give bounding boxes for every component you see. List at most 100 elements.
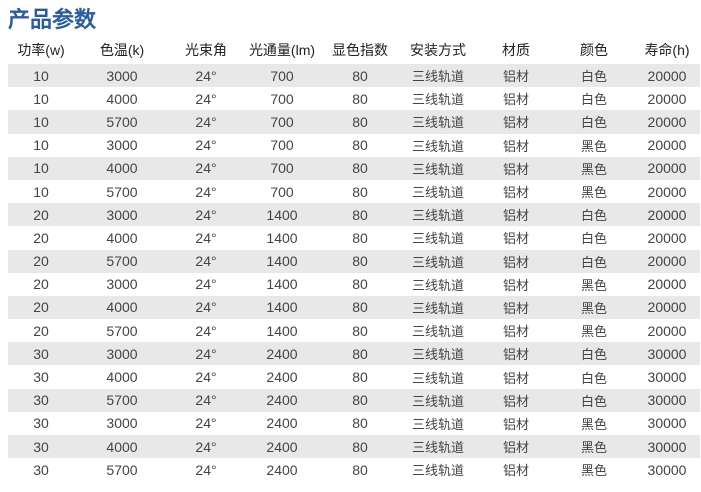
column-header: 光通量(lm): [248, 42, 316, 58]
table-cell: 三线轨道: [411, 231, 464, 247]
table-cell: 黑色: [580, 277, 607, 293]
table-cell: 1400: [266, 253, 298, 270]
table-cell: 黑色: [580, 300, 607, 316]
table-cell: 三线轨道: [411, 138, 464, 154]
table-cell: 10: [33, 137, 49, 154]
table-row: 30 5700 24° 2400 80 三线轨道 铝材 白色 30000: [8, 388, 700, 412]
table-cell: 铝材: [502, 92, 529, 108]
table-cell: 20: [33, 299, 49, 316]
table-cell: 80: [352, 229, 368, 246]
table-cell: 24°: [195, 183, 217, 200]
table-cell: 3000: [106, 276, 138, 293]
table-cell: 20000: [647, 229, 687, 246]
table-cell: 24°: [195, 67, 217, 84]
table-cell: 24°: [195, 229, 217, 246]
table-row: 30 4000 24° 2400 80 三线轨道 铝材 白色 30000: [8, 365, 700, 388]
table-cell: 三线轨道: [411, 161, 464, 177]
table-cell: 白色: [580, 347, 607, 363]
table-cell: 三线轨道: [411, 347, 464, 363]
table-cell: 三线轨道: [411, 208, 464, 224]
table-cell: 80: [352, 461, 368, 478]
table-cell: 4000: [106, 229, 138, 246]
table-cell: 20000: [647, 322, 687, 339]
table-cell: 铝材: [502, 370, 529, 386]
table-cell: 三线轨道: [411, 370, 464, 386]
table-cell: 三线轨道: [411, 69, 464, 85]
table-cell: 80: [352, 206, 368, 223]
table-cell: 2400: [266, 415, 298, 432]
column-header: 功率(w): [17, 42, 65, 58]
table-cell: 铝材: [502, 416, 529, 432]
table-cell: 1400: [266, 322, 298, 339]
table-cell: 24°: [195, 253, 217, 270]
table-cell: 30: [33, 369, 49, 386]
table-cell: 80: [352, 276, 368, 293]
table-cell: 铝材: [502, 138, 529, 154]
table-cell: 80: [352, 299, 368, 316]
table-cell: 3000: [106, 415, 138, 432]
table-cell: 三线轨道: [411, 277, 464, 293]
table-cell: 黑色: [580, 463, 607, 479]
table-cell: 三线轨道: [411, 115, 464, 131]
table-cell: 三线轨道: [411, 393, 464, 409]
table-cell: 白色: [580, 69, 607, 85]
table-cell: 铝材: [502, 324, 529, 340]
table-cell: 3000: [106, 206, 138, 223]
table-row: 30 3000 24° 2400 80 三线轨道 铝材 黑色 30000: [8, 412, 700, 435]
table-cell: 三线轨道: [411, 300, 464, 316]
table-cell: 白色: [580, 115, 607, 131]
table-cell: 铝材: [502, 231, 529, 247]
table-cell: 三线轨道: [411, 254, 464, 270]
table-cell: 铝材: [502, 440, 529, 456]
table-cell: 黑色: [580, 440, 607, 456]
table-cell: 20: [33, 276, 49, 293]
table-cell: 700: [270, 183, 294, 200]
table-cell: 24°: [195, 345, 217, 362]
table-cell: 24°: [195, 415, 217, 432]
table-cell: 700: [270, 113, 294, 130]
table-cell: 30000: [647, 369, 687, 386]
table-cell: 白色: [580, 231, 607, 247]
table-cell: 20000: [647, 137, 687, 154]
table-row: 10 5700 24° 700 80 三线轨道 铝材 黑色 20000: [8, 180, 700, 203]
page-title: 产品参数: [8, 7, 97, 32]
table-cell: 700: [270, 137, 294, 154]
table-cell: 24°: [195, 369, 217, 386]
table-cell: 20: [33, 322, 49, 339]
table-cell: 铝材: [502, 347, 529, 363]
table-cell: 铝材: [502, 115, 529, 131]
table-cell: 5700: [106, 461, 138, 478]
table-cell: 80: [352, 345, 368, 362]
table-cell: 700: [270, 67, 294, 84]
table-cell: 铝材: [502, 463, 529, 479]
table-cell: 4000: [106, 438, 138, 455]
table-cell: 30: [33, 461, 49, 478]
table-cell: 24°: [195, 113, 217, 130]
table-cell: 30: [33, 438, 49, 455]
table-cell: 黑色: [580, 161, 607, 177]
column-header: 材质: [502, 42, 530, 58]
table-row: 20 5700 24° 1400 80 三线轨道 铝材 黑色 20000: [8, 319, 700, 342]
table-cell: 三线轨道: [411, 440, 464, 456]
table-cell: 30000: [647, 438, 687, 455]
table-cell: 三线轨道: [411, 324, 464, 340]
table-row: 30 5700 24° 2400 80 三线轨道 铝材 黑色 30000: [8, 458, 700, 481]
table-cell: 24°: [195, 299, 217, 316]
table-cell: 三线轨道: [411, 463, 464, 479]
table-cell: 80: [352, 160, 368, 177]
table-cell: 白色: [580, 254, 607, 270]
table-cell: 24°: [195, 160, 217, 177]
table-cell: 4000: [106, 369, 138, 386]
table-cell: 3000: [106, 345, 138, 362]
table-cell: 三线轨道: [411, 92, 464, 108]
table-cell: 2400: [266, 392, 298, 409]
table-cell: 30: [33, 345, 49, 362]
table-row: 20 3000 24° 1400 80 三线轨道 铝材 白色 20000: [8, 203, 700, 227]
table-cell: 30: [33, 415, 49, 432]
table-cell: 20: [33, 229, 49, 246]
table-cell: 80: [352, 438, 368, 455]
table-cell: 10: [33, 90, 49, 107]
table-cell: 铝材: [502, 393, 529, 409]
table-row: 10 3000 24° 700 80 三线轨道 铝材 白色 20000: [8, 64, 700, 88]
table-cell: 80: [352, 415, 368, 432]
